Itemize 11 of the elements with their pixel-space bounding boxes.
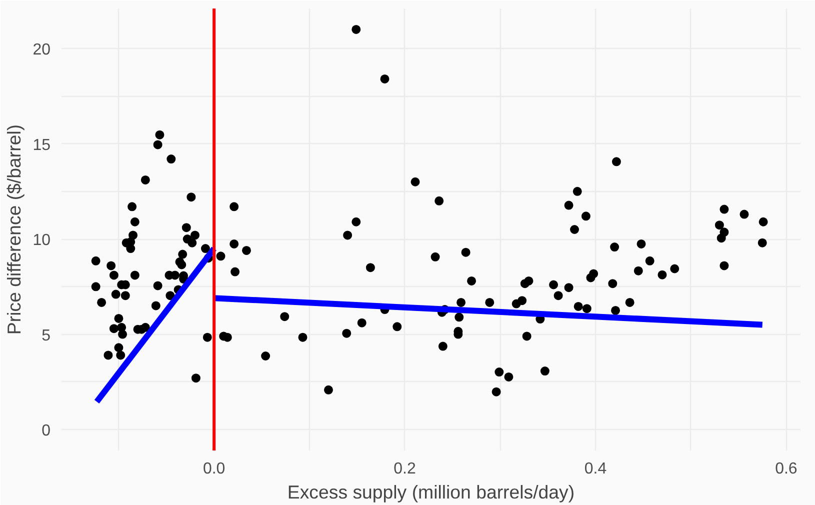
text: 0.0 <box>202 460 226 478</box>
y-tick-label: 5 <box>42 327 51 344</box>
y-tick-label: 0 <box>42 422 51 440</box>
x-tick-label: 0.6 <box>775 460 798 478</box>
y-tick-label: 15 <box>32 136 51 154</box>
y-tick-label: 20 <box>32 42 51 59</box>
x-axis-title: Excess supply (million barrels/day) <box>287 482 575 502</box>
y-axis-title: Price difference ($/barrel) <box>4 124 25 335</box>
y-tick-label: 10 <box>32 232 51 250</box>
x-tick-label: 0.4 <box>584 460 607 478</box>
x-tick-label: 0.2 <box>394 460 416 478</box>
